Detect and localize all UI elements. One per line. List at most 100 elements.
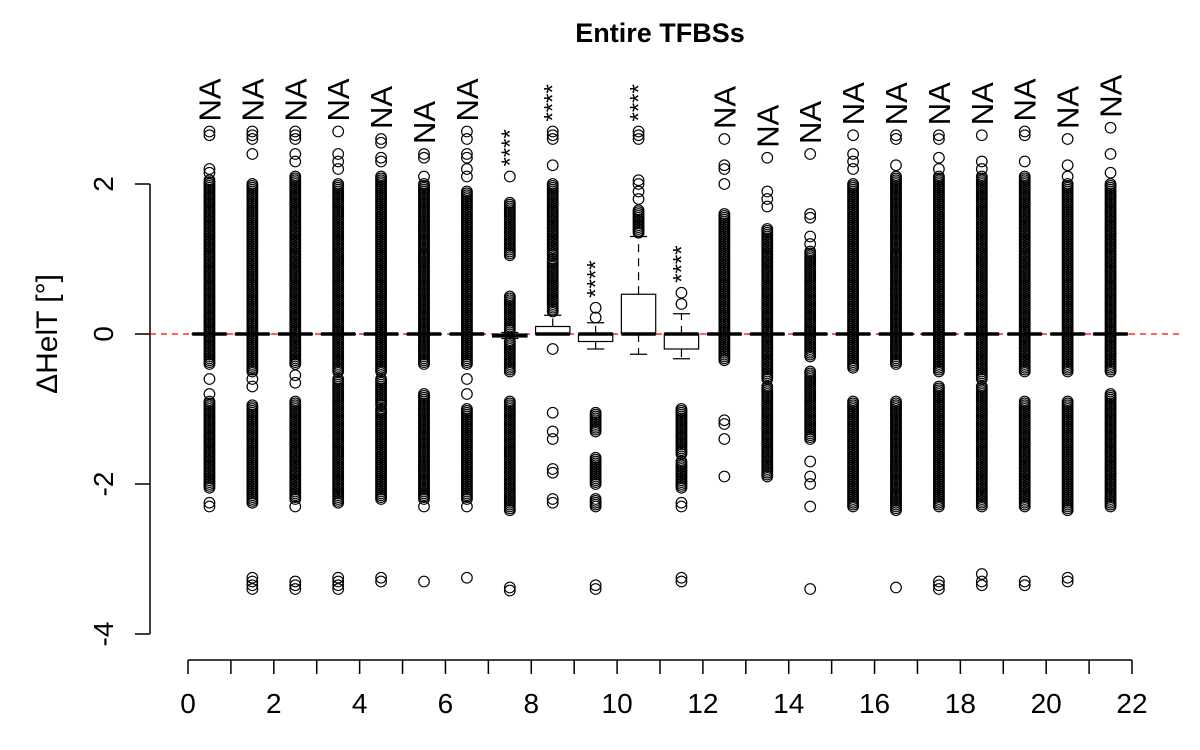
outlier-point <box>718 159 731 172</box>
outlier-point <box>632 178 645 190</box>
outlier-point <box>546 496 559 509</box>
outlier-point <box>890 395 902 408</box>
outlier-point <box>804 148 817 160</box>
outlier-point <box>933 133 945 145</box>
outlier-point <box>847 395 859 408</box>
box-group: **** <box>577 260 614 595</box>
outlier-point <box>804 230 817 243</box>
outlier-point <box>1061 133 1074 145</box>
outlier-point <box>461 185 473 198</box>
significance-label: NA <box>1094 74 1129 117</box>
outlier-point <box>246 133 259 145</box>
box-group: NA <box>1092 74 1129 513</box>
significance-label: **** <box>626 84 653 121</box>
outlier-point <box>375 571 387 584</box>
outlier-point <box>675 403 688 415</box>
outlier-point <box>632 129 645 142</box>
box-group: NA <box>964 82 1000 592</box>
outlier-point <box>289 170 302 183</box>
outlier-point <box>203 388 216 400</box>
outlier-point <box>1061 575 1074 588</box>
y-tick-label: -4 <box>88 622 119 647</box>
outlier-point <box>890 170 902 183</box>
outlier-point <box>675 298 688 310</box>
outlier-point <box>418 170 430 183</box>
significance-label: NA <box>407 101 442 144</box>
outlier-point <box>546 253 559 265</box>
outlier-point <box>975 163 988 175</box>
box-group: NA <box>706 86 742 483</box>
outlier-point <box>546 493 559 505</box>
outlier-point <box>375 170 387 183</box>
outlier-point <box>546 425 559 438</box>
outlier-point <box>675 500 688 513</box>
outlier-point <box>203 496 216 509</box>
outlier-point <box>804 470 817 483</box>
outlier-point <box>1104 178 1117 190</box>
significance-label: NA <box>450 78 485 121</box>
box-group: NA <box>792 101 828 595</box>
outlier-point <box>1104 166 1117 179</box>
outlier-point <box>418 500 430 513</box>
outlier-point <box>203 125 216 138</box>
outlier-point <box>975 380 988 393</box>
outlier-point <box>933 575 945 588</box>
outlier-point <box>718 470 731 483</box>
outlier-point <box>675 496 688 509</box>
outlier-point <box>203 395 216 408</box>
outlier-point <box>546 433 559 445</box>
box-group: NA <box>1006 78 1043 592</box>
outlier-point <box>546 463 559 475</box>
outlier-point <box>890 581 902 594</box>
significance-label: NA <box>278 78 313 121</box>
outlier-point <box>546 178 559 190</box>
x-tick-label: 8 <box>523 688 539 719</box>
outlier-point <box>975 170 988 183</box>
outlier-point <box>804 208 817 220</box>
outlier-point <box>289 125 302 138</box>
outlier-point <box>246 125 259 138</box>
outlier-point <box>418 178 430 190</box>
significance-label: NA <box>836 82 871 125</box>
box-group: **** <box>663 245 700 588</box>
outlier-point <box>246 178 259 190</box>
outlier-point <box>375 403 387 415</box>
outlier-point <box>1018 129 1031 142</box>
outlier-point <box>289 583 302 595</box>
significance-label: **** <box>668 245 695 282</box>
outlier-point <box>1104 121 1117 134</box>
outlier-point <box>289 129 302 142</box>
outlier-point <box>675 571 688 584</box>
box-group: **** <box>620 84 657 355</box>
outlier-point <box>761 200 774 213</box>
y-tick-label: 2 <box>88 176 119 192</box>
outlier-point <box>933 151 945 164</box>
outlier-point <box>546 159 559 172</box>
x-tick-label: 14 <box>773 688 804 719</box>
outlier-point <box>461 151 473 164</box>
axes: 20-2-40 2 4 6 8 10 12 14 16 18 20 22 <box>88 176 1148 719</box>
outlier-point <box>718 414 731 427</box>
outlier-point <box>461 571 473 584</box>
outlier-point <box>890 159 902 172</box>
outlier-point <box>461 403 473 415</box>
outlier-point <box>632 193 645 205</box>
box-group: NA <box>878 82 914 594</box>
outlier-point <box>804 500 817 513</box>
outlier-point <box>375 133 387 145</box>
outlier-point <box>718 433 731 445</box>
outlier-point <box>289 148 302 160</box>
x-tick-label: 18 <box>945 688 976 719</box>
outlier-point <box>847 178 859 190</box>
outlier-point <box>246 148 259 160</box>
significance-label: NA <box>707 86 742 129</box>
outlier-point <box>246 373 259 385</box>
outlier-point <box>804 478 817 490</box>
outlier-point <box>718 208 731 220</box>
outlier-point <box>761 193 774 205</box>
outlier-point <box>632 125 645 138</box>
outlier-point <box>546 466 559 479</box>
outlier-point <box>375 155 387 168</box>
outlier-point <box>718 163 731 175</box>
outlier-point <box>933 380 945 393</box>
